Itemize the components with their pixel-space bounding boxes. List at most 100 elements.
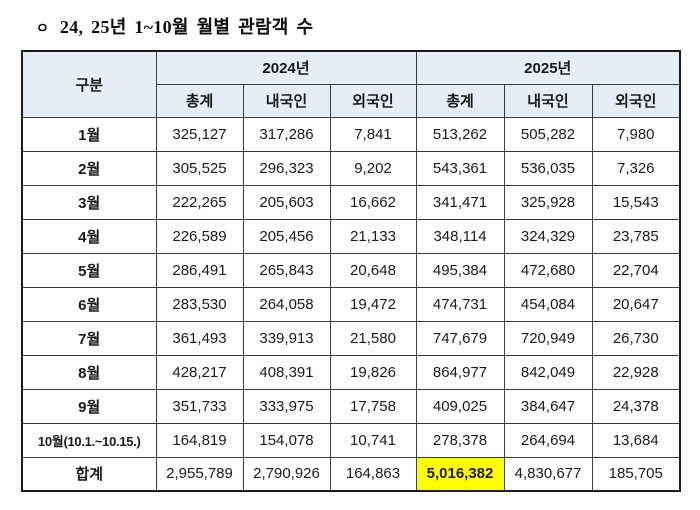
row-label: 3월 xyxy=(21,184,157,220)
data-cell: 164,863 xyxy=(329,456,417,492)
data-cell: 351,733 xyxy=(155,388,244,424)
table-row: 4월 226,589 205,456 21,133 348,114 324,329 23,7… xyxy=(21,218,681,254)
data-cell: 747,679 xyxy=(415,320,505,356)
row-label: 4월 xyxy=(21,218,157,254)
data-cell: 13,684 xyxy=(591,422,681,458)
data-cell: 22,704 xyxy=(591,252,681,288)
table-row: 8월 428,217 408,391 19,826 864,977 842,049 22,9… xyxy=(21,354,681,390)
col-header-2025-total: 총계 xyxy=(415,83,505,118)
data-cell: 21,133 xyxy=(329,218,417,254)
data-cell: 324,329 xyxy=(503,218,593,254)
data-cell: 283,530 xyxy=(155,286,244,322)
row-label: 6월 xyxy=(21,286,157,322)
col-header-year-2024: 2024년 xyxy=(155,50,417,85)
data-cell: 543,361 xyxy=(415,150,505,186)
table-row: 6월 283,530 264,058 19,472 474,731 454,084 20,6… xyxy=(21,286,681,322)
data-cell: 21,580 xyxy=(329,320,417,356)
data-cell: 205,456 xyxy=(242,218,331,254)
data-cell: 720,949 xyxy=(503,320,593,356)
data-cell: 409,025 xyxy=(415,388,505,424)
year-header-row: 구분 2024년 2025년 xyxy=(21,50,681,118)
col-header-2025-domestic: 내국인 xyxy=(503,83,593,118)
data-cell: 15,543 xyxy=(591,184,681,220)
data-cell: 513,262 xyxy=(415,116,505,152)
data-cell: 222,265 xyxy=(155,184,244,220)
row-label: 5월 xyxy=(21,252,157,288)
page-title: ㅇ 24, 25년 1~10월 월별 관람객 수 xyxy=(0,0,700,39)
col-header-year-2025: 2025년 xyxy=(415,50,681,85)
data-cell: 7,326 xyxy=(591,150,681,186)
data-cell: 325,127 xyxy=(155,116,244,152)
row-label: 1월 xyxy=(21,116,157,152)
data-cell: 428,217 xyxy=(155,354,244,390)
data-cell: 164,819 xyxy=(155,422,244,458)
col-header-2024-domestic: 내국인 xyxy=(242,83,331,118)
data-cell: 325,928 xyxy=(503,184,593,220)
table-body: 1월 325,127 317,286 7,841 513,262 505,282 7,980… xyxy=(21,116,681,492)
data-cell: 339,913 xyxy=(242,320,331,356)
data-cell: 842,049 xyxy=(503,354,593,390)
total-row-label: 합계 xyxy=(21,456,157,492)
data-cell: 185,705 xyxy=(591,456,681,492)
row-label: 7월 xyxy=(21,320,157,356)
data-cell: 26,730 xyxy=(591,320,681,356)
subheader-row: 총계 내국인 외국인 총계 내국인 외국인 xyxy=(22,83,681,118)
data-cell: 20,648 xyxy=(329,252,417,288)
table-row: 9월 351,733 333,975 17,758 409,025 384,647 24,3… xyxy=(21,388,681,424)
col-header-2025-foreign: 외국인 xyxy=(591,83,681,118)
data-cell: 296,323 xyxy=(242,150,331,186)
data-cell: 341,471 xyxy=(415,184,505,220)
table-row: 7월 361,493 339,913 21,580 747,679 720,949 26,7… xyxy=(21,320,681,356)
data-cell: 9,202 xyxy=(329,150,417,186)
data-cell: 454,084 xyxy=(503,286,593,322)
row-label: 2월 xyxy=(21,150,157,186)
total-row: 합계 2,955,789 2,790,926 164,863 5,016,382 4,83… xyxy=(21,456,681,492)
data-cell: 305,525 xyxy=(155,150,244,186)
monthly-visitors-table: 구분 2024년 2025년 총계 내국인 외국인 총계 내국인 외국인 1월 3… xyxy=(21,50,682,492)
data-cell: 22,928 xyxy=(591,354,681,390)
table-row: 5월 286,491 265,843 20,648 495,384 472,680 22,7… xyxy=(21,252,681,288)
row-label: 9월 xyxy=(21,388,157,424)
data-cell: 20,647 xyxy=(591,286,681,322)
data-cell: 23,785 xyxy=(591,218,681,254)
data-cell: 536,035 xyxy=(503,150,593,186)
data-cell: 154,078 xyxy=(242,422,331,458)
table-row: 2월 305,525 296,323 9,202 543,361 536,035 7,326 xyxy=(21,150,681,186)
data-cell: 264,058 xyxy=(242,286,331,322)
data-cell: 505,282 xyxy=(503,116,593,152)
col-header-category: 구분 xyxy=(21,50,157,118)
data-cell: 333,975 xyxy=(242,388,331,424)
data-cell: 24,378 xyxy=(591,388,681,424)
data-cell: 16,662 xyxy=(329,184,417,220)
data-cell: 265,843 xyxy=(242,252,331,288)
data-cell: 205,603 xyxy=(242,184,331,220)
row-label: 8월 xyxy=(21,354,157,390)
col-header-2024-total: 총계 xyxy=(155,83,244,118)
highlighted-total-cell: 5,016,382 xyxy=(415,456,505,492)
data-cell: 226,589 xyxy=(155,218,244,254)
table-row: 3월 222,265 205,603 16,662 341,471 325,928 15,5… xyxy=(21,184,681,220)
data-cell: 474,731 xyxy=(415,286,505,322)
data-cell: 7,980 xyxy=(591,116,681,152)
data-cell: 317,286 xyxy=(242,116,331,152)
data-cell: 864,977 xyxy=(415,354,505,390)
title-text: 24, 25년 1~10월 월별 관람객 수 xyxy=(59,17,314,37)
data-cell: 348,114 xyxy=(415,218,505,254)
data-cell: 19,472 xyxy=(329,286,417,322)
title-bullet: ㅇ xyxy=(36,22,49,37)
table-row: 1월 325,127 317,286 7,841 513,262 505,282 7,980 xyxy=(21,116,681,152)
data-cell: 495,384 xyxy=(415,252,505,288)
data-cell: 278,378 xyxy=(415,422,505,458)
col-header-2024-foreign: 외국인 xyxy=(329,83,417,118)
table-header: 구분 2024년 2025년 총계 내국인 외국인 총계 내국인 외국인 xyxy=(21,50,681,118)
data-cell: 10,741 xyxy=(329,422,417,458)
row-label: 10월(10.1.~10.15.) xyxy=(21,422,157,458)
data-cell: 2,955,789 xyxy=(155,456,244,492)
data-cell: 4,830,677 xyxy=(503,456,593,492)
data-cell: 408,391 xyxy=(242,354,331,390)
data-cell: 286,491 xyxy=(155,252,244,288)
data-cell: 2,790,926 xyxy=(242,456,331,492)
data-cell: 17,758 xyxy=(329,388,417,424)
table-row: 10월(10.1.~10.15.) 164,819 154,078 10,741 278… xyxy=(21,422,681,458)
